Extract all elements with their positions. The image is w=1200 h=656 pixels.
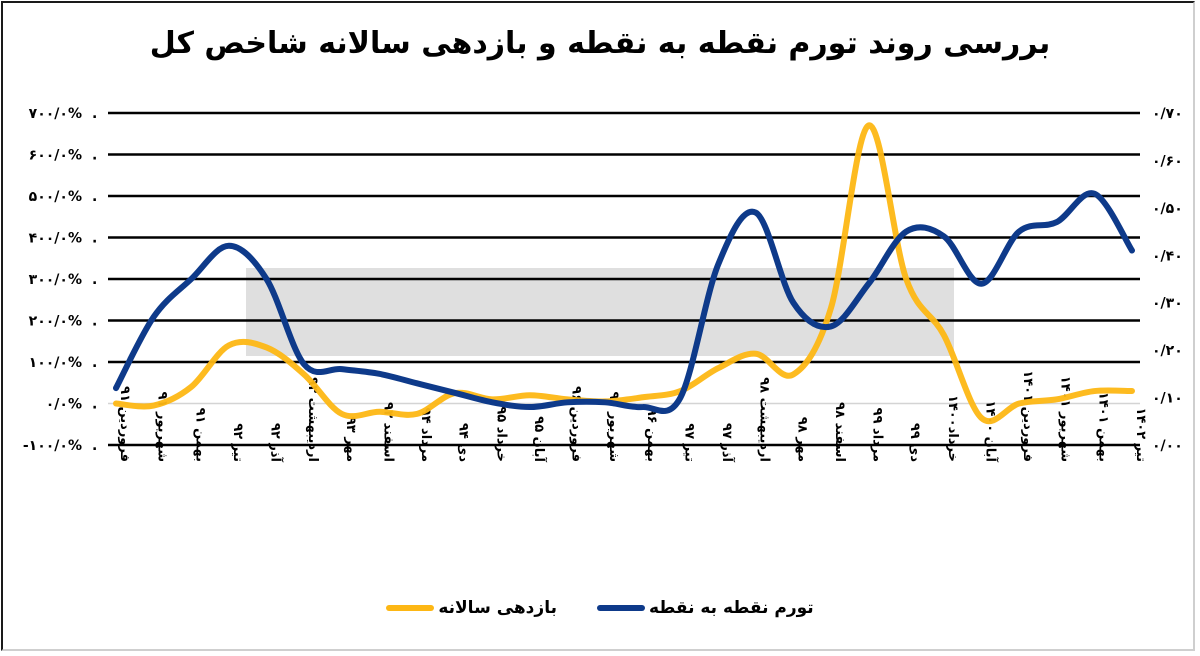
tick-dot: . [92,438,97,454]
x-category-label: شهریور ۹۶ [606,392,621,462]
left-tick-label: ۲۰۰/۰% [29,314,82,330]
x-category-label: شهریور ۱۴۰۱ [1058,376,1073,462]
right-tick-label: ۰/۰۰ [1152,438,1183,454]
x-category-label: تیر ۹۲ [230,423,245,462]
right-tick-label: ۰/۵۰ [1152,201,1183,217]
right-tick-label: ۰/۲۰ [1152,343,1183,359]
x-axis: فروردین ۹۱ شهریور ۹۱ بهمن ۹۱ تیر ۹۲ آذر ۹۲ ار… [117,370,1148,462]
tick-dot: . [92,314,97,330]
x-category-label: آذر ۹۷ [719,423,736,463]
x-category-label: خرداد۱۴۰۰ [945,395,960,462]
right-tick-label: ۰/۴۰ [1152,248,1183,264]
gridlines [108,111,1140,447]
x-category-label: اردیبهشت ۹۳ [305,377,320,462]
x-category-label: بهمن ۱۴۰۱ [1095,392,1110,462]
tick-dot: . [92,355,97,371]
right-tick-label: ۰/۱۰ [1152,391,1183,407]
x-category-label: خرداد ۹۵ [493,406,508,462]
tick-dot: . [92,231,97,247]
x-category-label: دی ۹۹ [907,423,922,462]
x-category-label: فروردین ۱۴۰۱ [1020,370,1035,462]
x-category-label: آبان ۹۵ [531,416,548,462]
left-tick-label: ۳۰۰/۰% [29,272,82,288]
x-category-label: فروردین ۹۱ [117,386,132,462]
left-tick-label: ۷۰۰/۰% [29,106,82,122]
annual-return-line [113,122,1135,425]
x-category-label: فروردین ۹۶ [569,386,584,462]
right-tick-label: ۰/۷۰ [1152,106,1183,122]
tick-dot: . [92,189,97,205]
x-category-label: مرداد ۹۴ [418,408,433,462]
x-category-label: مهر ۹۸ [794,417,809,462]
left-tick-label: ۰/۰% [46,397,82,413]
right-tick-label: ۰/۳۰ [1152,296,1183,312]
left-tick-label: -۱۰۰/۰% [23,438,82,454]
x-category-label: بهمن ۹۶ [644,408,659,462]
x-category-label: تیر ۹۷ [681,423,696,462]
x-category-label: آبان ۱۴۰۰ [982,400,999,462]
tick-dot: . [92,272,97,288]
x-category-label: شهریور ۹۱ [155,392,170,462]
x-category-label: اسفند ۹۳ [380,402,395,462]
x-category-label: دی ۹۴ [456,423,471,462]
left-tick-label: ۶۰۰/۰% [29,148,82,164]
legend-label-inflation: تورم نقطه به نقطه [648,598,814,618]
x-category-label: بهمن ۹۱ [192,408,207,462]
tick-dot: . [92,397,97,413]
legend-swatch-inflation [596,605,645,611]
right-y-axis: ۰/۰۰ ۰/۱۰ ۰/۲۰ ۰/۳۰ ۰/۴۰ ۰/۵۰ ۰/۶۰ ۰/۷۰ [1152,106,1183,454]
x-category-label: تیر ۱۴۰۲ [1133,407,1148,462]
legend-label-return: بازدهی سالانه [438,598,557,618]
right-tick-label: ۰/۶۰ [1152,153,1183,169]
series-lines [113,122,1135,425]
legend-swatch-return [386,605,435,611]
left-tick-label: ۵۰۰/۰% [29,189,82,205]
x-category-label: اردیبهشت ۹۸ [757,377,772,462]
legend-item-return: بازدهی سالانه [386,598,557,618]
legend-item-inflation: تورم نقطه به نقطه [596,598,814,618]
tick-dot: . [92,148,97,164]
inflation-line [113,190,1135,414]
left-y-axis: -۱۰۰/۰% . ۰/۰% . ۱۰۰/۰% . ۲۰۰/۰% . ۳۰۰/۰% . ۴۰۰/۰%… [23,106,97,454]
left-tick-label: ۱۰۰/۰% [29,355,82,371]
legend: تورم نقطه به نقطه بازدهی سالانه [0,598,1200,618]
x-category-label: مهر ۹۳ [343,417,358,462]
x-category-label: اسفند ۹۸ [832,402,847,462]
left-tick-label: ۴۰۰/۰% [29,231,82,247]
tick-dot: . [92,106,97,122]
chart-title: بررسی روند تورم نقطه به نقطه و بازدهی سا… [149,26,1051,61]
x-category-label: مرداد ۹۹ [870,408,885,462]
x-category-label: آذر ۹۲ [268,423,285,463]
